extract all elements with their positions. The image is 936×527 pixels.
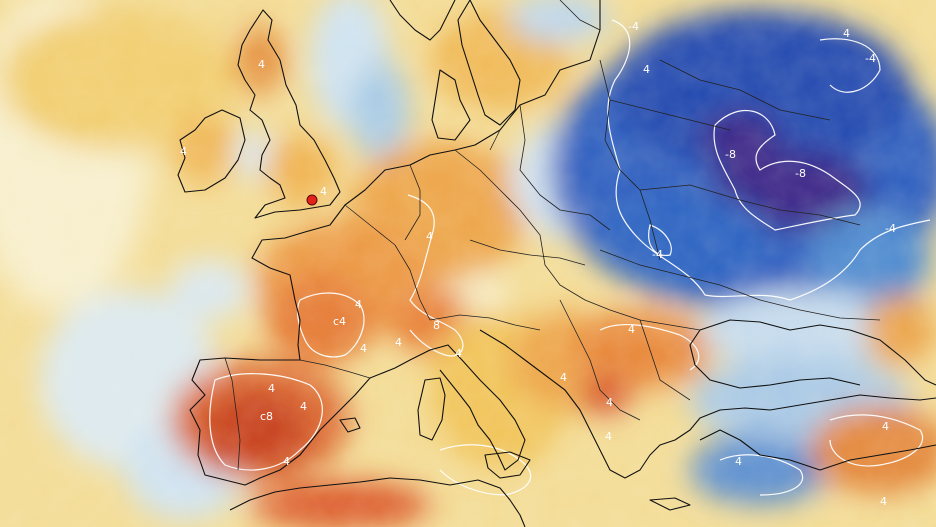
ireland-coast	[177, 109, 246, 193]
turkey-coast	[699, 429, 936, 471]
contour-label-bg: 4	[606, 396, 613, 409]
contour-label-pl-south: -4	[652, 248, 663, 261]
contour-label-tr-west: 4	[735, 455, 742, 468]
contour-label-ua-east: -4	[885, 222, 896, 235]
norway-coast	[389, 0, 456, 41]
contour-label-ru-east: -4	[865, 52, 876, 65]
contour-label-tr-east: 4	[882, 420, 889, 433]
denmark-coast	[431, 69, 471, 141]
contour-label-balkans: 4	[628, 323, 635, 336]
great-britain-coast	[237, 9, 341, 219]
contour-label-es-center: c8	[260, 410, 273, 423]
contour-label-fr-west: c4	[333, 315, 346, 328]
isolines	[209, 19, 931, 496]
sicily-coast	[484, 451, 531, 479]
sardinia-coast	[417, 377, 446, 441]
contour-label-england: 4	[320, 185, 327, 198]
crete-coast	[649, 497, 691, 511]
contour-label-es-east: 4	[300, 400, 307, 413]
contour-label-ua-center: -8	[795, 167, 806, 180]
contour-label-tr-south: 4	[880, 495, 887, 508]
contour-label-de-south: 4	[395, 336, 402, 349]
contour-labels: 4 4 -4 -4 -8 -8 -4 -4 4 c4 4 4 4 8 4 4 4 c8 4 4 4 4 4 4 4 4 4 4 4	[180, 20, 896, 508]
contour-label-by-center: -8	[725, 148, 736, 161]
contour-label-fr-south: 4	[360, 342, 367, 355]
contour-label-ch-alps: 8	[433, 319, 440, 332]
black-sea-coast	[689, 319, 936, 389]
sweden-coast	[457, 0, 521, 126]
contour-label-pl-west: 4	[643, 63, 650, 76]
contour-label-it-north: 4	[455, 347, 462, 360]
contour-label-ireland: 4	[180, 145, 187, 158]
contour-label-ru-north: 4	[843, 27, 850, 40]
contour-label-de-west: 4	[426, 230, 433, 243]
balkans-coast	[479, 329, 936, 479]
contour-label-it-south: 4	[560, 371, 567, 384]
balearic-coast	[339, 417, 361, 433]
location-marker	[306, 194, 318, 206]
country-borders	[224, 0, 881, 471]
north-africa-coast	[229, 477, 526, 527]
contour-label-es-south: 4	[283, 455, 290, 468]
contour-label-greece: 4	[605, 430, 612, 443]
contour-label-fr-center: 4	[355, 298, 362, 311]
contour-label-scotland: 4	[258, 58, 265, 71]
contour-label-ru-west: -4	[628, 20, 639, 33]
contour-label-es-north: 4	[268, 382, 275, 395]
